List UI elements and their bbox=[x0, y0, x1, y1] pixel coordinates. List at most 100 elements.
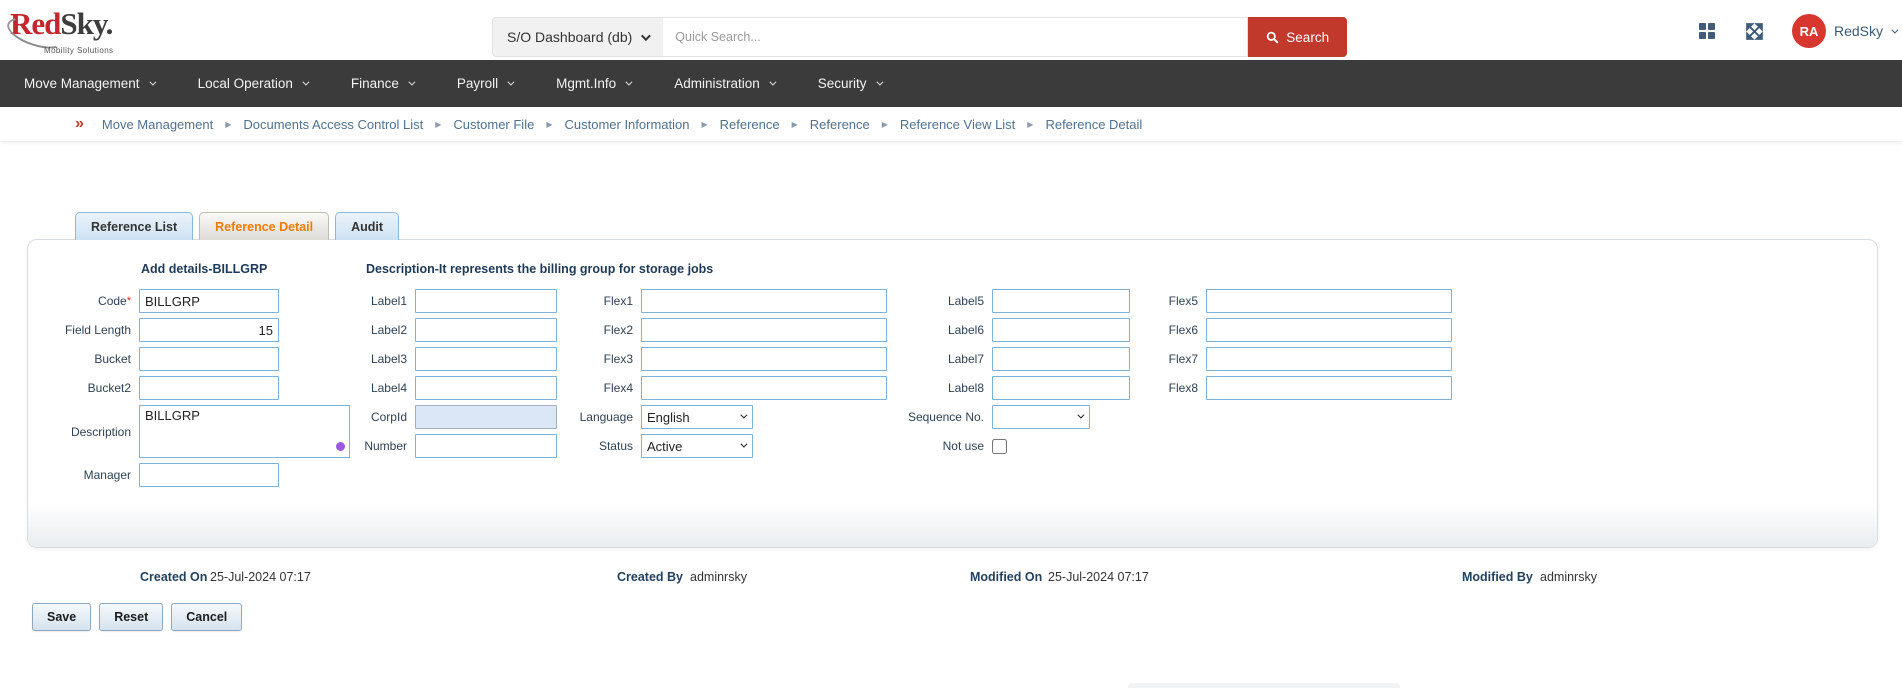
audit-meta-row: Created On 25-Jul-2024 07:17 Created By … bbox=[0, 570, 1902, 590]
flex8-field[interactable] bbox=[1206, 376, 1452, 400]
sequence-no-select-wrap bbox=[992, 405, 1090, 429]
chevron-down-icon bbox=[1891, 26, 1899, 34]
nav-mgmt-info[interactable]: Mgmt.Info bbox=[556, 76, 633, 91]
chevron-down-icon bbox=[875, 78, 883, 86]
manager-label: Manager bbox=[83, 468, 131, 482]
created-by-value: adminrsky bbox=[690, 570, 747, 584]
nav-administration[interactable]: Administration bbox=[674, 76, 777, 91]
breadcrumb-home-icon[interactable]: » bbox=[75, 115, 84, 132]
flex7-field[interactable] bbox=[1206, 347, 1452, 371]
label8-label: Label8 bbox=[947, 381, 984, 395]
modified-on-label: Modified On bbox=[970, 570, 1043, 584]
label4-label: Label4 bbox=[370, 381, 407, 395]
flex6-label: Flex6 bbox=[1168, 323, 1198, 337]
breadcrumb: » Move Management ▶ Documents Access Con… bbox=[0, 107, 1902, 141]
status-select[interactable]: Active bbox=[641, 434, 753, 458]
nav-move-management[interactable]: Move Management bbox=[24, 76, 157, 91]
apps-grid-icon[interactable] bbox=[1696, 20, 1718, 42]
bucket2-label: Bucket2 bbox=[87, 381, 131, 395]
main-navbar: Move Management Local Operation Finance … bbox=[0, 60, 1902, 107]
label5-label: Label5 bbox=[947, 294, 984, 308]
manager-field[interactable] bbox=[139, 463, 279, 487]
label2-field[interactable] bbox=[415, 318, 557, 342]
search-icon bbox=[1267, 31, 1279, 43]
breadcrumb-separator-icon: ▶ bbox=[435, 119, 442, 129]
nav-payroll[interactable]: Payroll bbox=[457, 76, 515, 91]
bucket-label: Bucket bbox=[94, 352, 131, 366]
corpid-field bbox=[415, 405, 557, 429]
breadcrumb-move-management[interactable]: Move Management bbox=[101, 116, 214, 132]
search-button[interactable]: Search bbox=[1248, 17, 1348, 57]
number-field[interactable] bbox=[415, 434, 557, 458]
breadcrumb-separator-icon: ▶ bbox=[881, 119, 888, 129]
breadcrumb-customer-information[interactable]: Customer Information bbox=[564, 116, 690, 132]
breadcrumb-separator-icon: ▶ bbox=[1027, 119, 1034, 129]
chevron-down-icon bbox=[625, 78, 633, 86]
label3-field[interactable] bbox=[415, 347, 557, 371]
search-input[interactable] bbox=[662, 17, 1249, 57]
flex1-field[interactable] bbox=[641, 289, 887, 313]
nav-security[interactable]: Security bbox=[818, 76, 883, 91]
form-title: Add details-BILLGRP bbox=[141, 262, 268, 276]
reset-button[interactable]: Reset bbox=[99, 603, 164, 631]
label4-field[interactable] bbox=[415, 376, 557, 400]
breadcrumb-separator-icon: ▶ bbox=[791, 119, 798, 129]
user-menu[interactable]: RA RedSky bbox=[1791, 14, 1899, 48]
nav-finance[interactable]: Finance bbox=[351, 76, 416, 91]
breadcrumb-documents-access-control-list[interactable]: Documents Access Control List bbox=[243, 116, 424, 132]
flex5-label: Flex5 bbox=[1168, 294, 1198, 308]
label8-field[interactable] bbox=[992, 376, 1130, 400]
flex3-field[interactable] bbox=[641, 347, 887, 371]
flex5-field[interactable] bbox=[1206, 289, 1452, 313]
user-name: RedSky bbox=[1833, 23, 1883, 39]
dashboard-selector[interactable]: S/O Dashboard (db) bbox=[492, 17, 663, 57]
flex4-label: Flex4 bbox=[603, 381, 633, 395]
label5-field[interactable] bbox=[992, 289, 1130, 313]
bottom-partial-element bbox=[1128, 683, 1400, 688]
cancel-button[interactable]: Cancel bbox=[171, 603, 243, 631]
fullscreen-expand-icon[interactable] bbox=[1744, 20, 1766, 42]
language-select[interactable]: English bbox=[641, 405, 753, 429]
label1-field[interactable] bbox=[415, 289, 557, 313]
tab-reference-detail[interactable]: Reference Detail bbox=[199, 212, 330, 240]
field-length-field[interactable] bbox=[139, 318, 279, 342]
save-button[interactable]: Save bbox=[32, 603, 92, 631]
sequence-no-select[interactable] bbox=[992, 405, 1090, 429]
label7-field[interactable] bbox=[992, 347, 1130, 371]
tab-reference-list[interactable]: Reference List bbox=[75, 212, 194, 240]
description-label: Description bbox=[70, 425, 131, 439]
breadcrumb-reference[interactable]: Reference bbox=[719, 116, 780, 132]
breadcrumb-reference-detail[interactable]: Reference Detail bbox=[1045, 116, 1143, 132]
breadcrumb-customer-file[interactable]: Customer File bbox=[453, 116, 535, 132]
label6-field[interactable] bbox=[992, 318, 1130, 342]
description-field[interactable]: BILLGRP bbox=[139, 405, 350, 458]
number-label: Number bbox=[364, 439, 407, 453]
not-use-checkbox[interactable] bbox=[992, 439, 1007, 454]
code-field[interactable] bbox=[139, 289, 279, 313]
chevron-down-icon bbox=[408, 78, 416, 86]
language-label: Language bbox=[579, 410, 633, 424]
description-marker-dot-icon bbox=[336, 442, 345, 451]
modified-on-value: 25-Jul-2024 07:17 bbox=[1048, 570, 1149, 584]
top-header: RedSky. Mobility Solutions S/O Dashboard… bbox=[0, 0, 1902, 60]
form-grid: Code* Label1 Flex1 Label5 Flex5 Field Le… bbox=[36, 289, 1452, 487]
flex4-field[interactable] bbox=[641, 376, 887, 400]
flex2-field[interactable] bbox=[641, 318, 887, 342]
breadcrumb-separator-icon: ▶ bbox=[546, 119, 553, 129]
redsky-logo[interactable]: RedSky. Mobility Solutions bbox=[3, 6, 160, 58]
chevron-down-icon bbox=[769, 78, 777, 86]
flex3-label: Flex3 bbox=[603, 352, 633, 366]
tab-audit[interactable]: Audit bbox=[335, 212, 400, 240]
breadcrumb-reference-view-list[interactable]: Reference View List bbox=[899, 116, 1016, 132]
logo-tagline: Mobility Solutions bbox=[44, 46, 114, 55]
bucket2-field[interactable] bbox=[139, 376, 279, 400]
flex6-field[interactable] bbox=[1206, 318, 1452, 342]
breadcrumb-reference-2[interactable]: Reference bbox=[809, 116, 870, 132]
chevron-down-icon bbox=[641, 30, 652, 41]
chevron-down-icon bbox=[148, 78, 157, 86]
nav-local-operation[interactable]: Local Operation bbox=[198, 76, 310, 91]
chevron-down-icon bbox=[302, 78, 310, 86]
bucket-field[interactable] bbox=[139, 347, 279, 371]
user-avatar: RA bbox=[1791, 14, 1826, 48]
